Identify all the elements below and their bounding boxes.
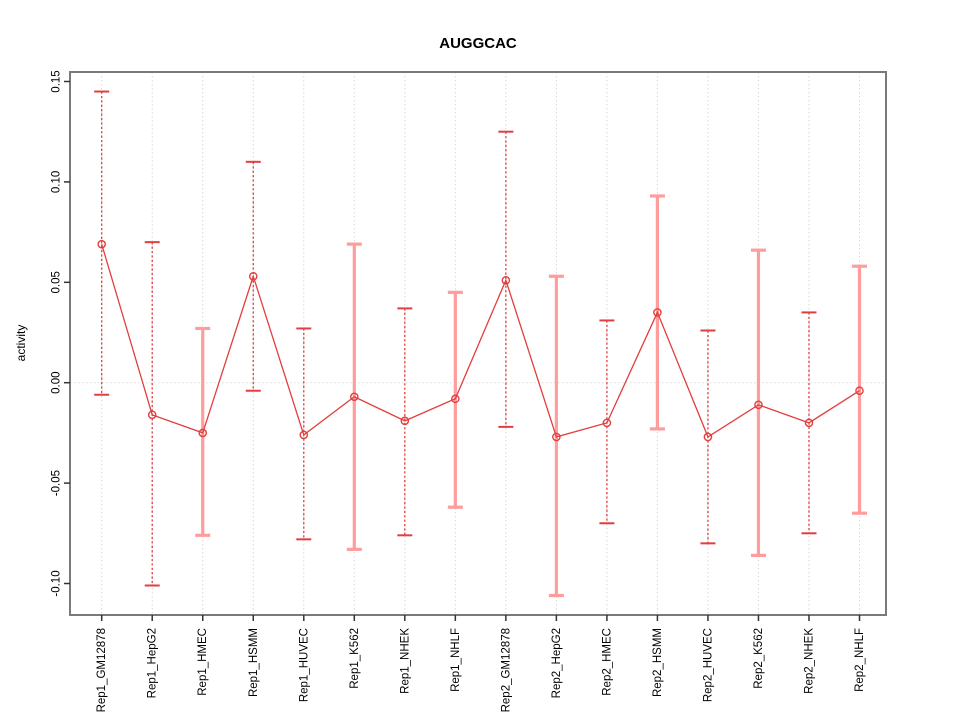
plot-border: [69, 71, 887, 616]
y-tick-label: 0.10: [51, 171, 63, 193]
x-tick-label: Rep2_K562: [753, 628, 765, 689]
y-tick-label: -0.05: [51, 470, 63, 496]
x-tick-label: Rep1_HSMM: [248, 628, 260, 697]
data-point-marker: [451, 394, 460, 404]
series-line: [101, 243, 860, 438]
data-point-marker: [804, 418, 814, 428]
y-tick-label: 0.00: [51, 372, 63, 394]
chart-title: AUGGCAC: [439, 35, 517, 52]
data-point-marker: [400, 416, 410, 426]
plot-area: 0.15 0.10 0.05 0.00 -0.05 -0.10 Rep1_GM12878 Re…: [51, 70, 887, 712]
x-tick-label: Rep1_NHLF: [450, 628, 462, 692]
x-tick-label: Rep2_NHLF: [854, 628, 866, 692]
y-tick-label: 0.05: [51, 271, 63, 293]
data-point-marker: [198, 428, 208, 438]
data-point-marker: [703, 432, 713, 442]
x-tick-label: Rep1_HUVEC: [298, 628, 310, 702]
data-point-marker: [147, 410, 157, 420]
x-tick-label: Rep1_HMEC: [197, 628, 209, 696]
data-point-marker: [552, 432, 561, 442]
data-point-marker: [501, 275, 511, 285]
x-tick-label: Rep1_NHEK: [399, 628, 411, 694]
data-point-marker: [248, 271, 258, 281]
data-point-marker: [299, 430, 309, 440]
data-point-marker: [754, 400, 763, 410]
x-tick-label: Rep2_GM12878: [500, 628, 512, 712]
x-tick-label: Rep2_HSMM: [652, 628, 664, 697]
data-point-marker: [602, 418, 612, 428]
x-tick-label: Rep2_HUVEC: [702, 628, 714, 702]
data-point-marker: [349, 392, 359, 402]
data-point-marker: [97, 239, 106, 249]
data-point-marker: [653, 308, 662, 317]
y-tick-label: -0.10: [51, 570, 63, 596]
x-tick-label: Rep2_NHEK: [803, 628, 815, 694]
y-axis-label: activity: [14, 325, 28, 362]
x-tick-label: Rep1_GM12878: [96, 628, 108, 712]
x-tick-label: Rep1_K562: [349, 628, 361, 689]
x-tick-label: Rep2_HepG2: [551, 628, 563, 698]
x-tick-label: Rep2_HMEC: [601, 628, 613, 696]
data-point-marker: [855, 386, 864, 396]
y-tick-label: 0.15: [51, 70, 63, 92]
x-tick-label: Rep1_HepG2: [147, 628, 159, 698]
